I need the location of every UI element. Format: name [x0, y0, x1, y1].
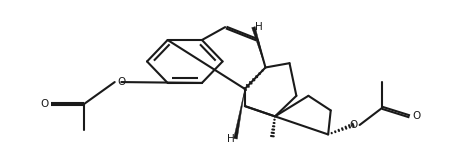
Text: H: H [226, 134, 234, 145]
Polygon shape [251, 27, 265, 67]
Text: O: O [411, 111, 419, 121]
Text: O: O [40, 99, 48, 109]
Text: H: H [254, 22, 262, 32]
Polygon shape [233, 89, 244, 139]
Text: O: O [349, 120, 357, 130]
Text: O: O [117, 77, 125, 87]
